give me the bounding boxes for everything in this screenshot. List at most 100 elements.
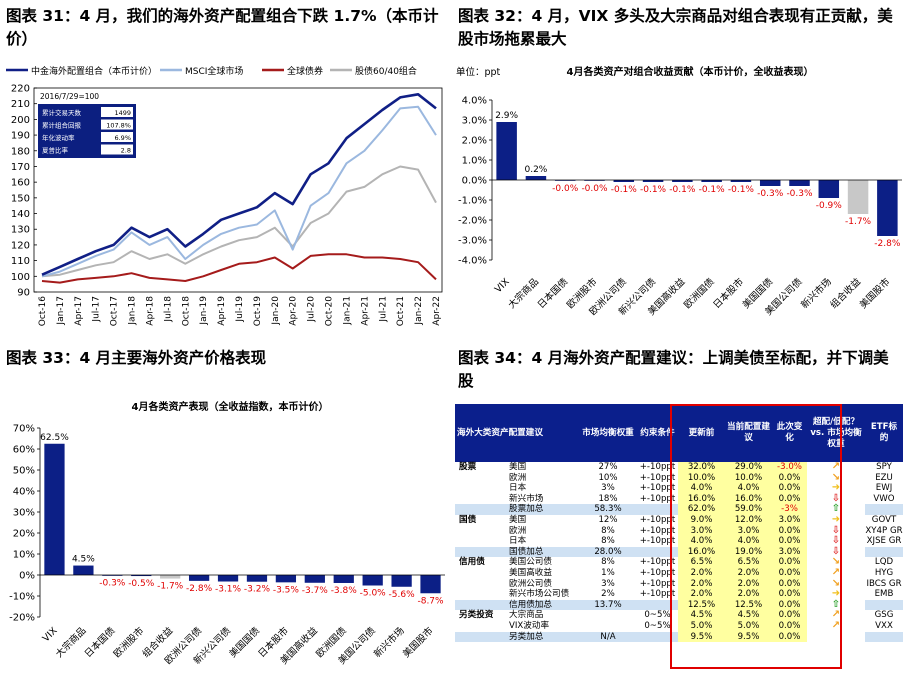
cell-etf: HYG — [874, 567, 894, 578]
category-label: 新兴市场 — [371, 625, 406, 660]
cell-weight: 10% — [598, 472, 618, 483]
chart-title: 4月各类资产表现（全收益指数，本币计价） — [132, 400, 329, 413]
cell-etf: GOVT — [871, 514, 897, 525]
cell-change: 0.0% — [772, 620, 807, 632]
chart-31-heading: 图表 31：4 月，我们的海外资产配置组合下跌 1.7%（本币计价） — [6, 7, 439, 48]
cell-arrow: ↗ — [831, 619, 841, 631]
cell-before: 4.5% — [678, 610, 725, 621]
series-line-0 — [41, 92, 437, 276]
cell-before: 5.0% — [678, 620, 725, 632]
cell-change: 3.0% — [772, 514, 807, 526]
legend-label: 全球债券 — [287, 65, 323, 77]
y-tick-label: 130 — [11, 225, 30, 236]
cell-etf: EMB — [874, 589, 894, 600]
cell-category: 信用债 — [459, 557, 485, 568]
y-tick-label: 2.0% — [462, 136, 487, 147]
cell-constraint: 0~5% — [644, 610, 671, 621]
cell-constraint: +-10ppt — [639, 493, 676, 504]
cell-current: 12.0% — [725, 514, 772, 526]
bar — [420, 575, 441, 594]
table-row: 信用债 美国公司债 8% +-10ppt 6.5% 6.5% 0.0% ↘ LQD — [455, 557, 903, 568]
chart-32-bar: 单位：ppt 4月各类资产对组合收益贡献（本币计价，全收益表现） 4.0% 3.0% 2… — [456, 65, 902, 318]
cell-before: 12.5% — [678, 599, 725, 611]
header-current: 当前配置建议 — [725, 404, 772, 462]
data-label: -0.0% — [552, 184, 579, 194]
cell-category — [455, 579, 505, 590]
legend-label: 股债60/40组合 — [355, 65, 417, 77]
cell-asset: 美国公司债 — [509, 557, 552, 568]
data-label: -0.3% — [99, 579, 126, 589]
y-tick-label: 140 — [11, 209, 30, 220]
table-subtotal-row: 另类加总 N/A 9.5% 9.5% 0.0% — [455, 631, 903, 643]
cell-constraint — [637, 504, 678, 515]
bar — [525, 176, 547, 180]
cell-arrow: ⇩ — [831, 492, 841, 504]
bar — [275, 575, 297, 583]
cell-category — [455, 621, 505, 632]
y-tick-label: 120 — [11, 240, 30, 251]
bar — [642, 180, 664, 182]
bar — [217, 575, 239, 582]
chart-32-heading: 图表 32：4 月，VIX 多头及大宗商品对组合表现有正贡献，美股市场拖累最大 — [458, 7, 893, 48]
data-label: -3.7% — [302, 586, 329, 596]
cell-current: 4.0% — [725, 483, 772, 494]
cell-etf: EWJ — [875, 483, 893, 494]
data-label: 0.2% — [524, 165, 547, 175]
cell-change: 0.0% — [772, 599, 807, 611]
x-tick-label: Apr-20 — [289, 296, 299, 326]
data-label: -0.5% — [128, 579, 155, 589]
header-change: 此次变化 — [772, 404, 807, 462]
y-tick-label: 170 — [11, 162, 30, 173]
stats-value: 107.8% — [106, 122, 131, 130]
y-tick-label: 90 — [17, 288, 30, 299]
cell-before: 16.0% — [678, 546, 725, 558]
cell-change: 0.0% — [772, 589, 807, 600]
table-row: 国债 美国 12% +-10ppt 9.0% 12.0% 3.0% ➜ GOVT — [455, 513, 903, 526]
allocation-table-wrap: 海外大类资产配置建议 市场均衡权重 约束条件 更新前 当前配置建议 此次变化 超… — [455, 404, 903, 669]
x-tick-label: Jul-18 — [163, 296, 173, 323]
cell-before: 3.0% — [678, 525, 725, 537]
cell-constraint: +-10ppt — [639, 483, 676, 494]
cell-asset: 欧洲公司债 — [509, 578, 552, 589]
category-label: 日本国债 — [82, 624, 118, 660]
y-tick-label: 20% — [13, 529, 35, 540]
bar — [391, 575, 412, 587]
y-tick-label: 100 — [11, 272, 30, 283]
category-label: 美国股市 — [400, 624, 436, 660]
cell-change: 0.0% — [772, 631, 807, 643]
cell-category — [455, 483, 505, 494]
table-row: 另类投资 大宗商品 0~5% 4.5% 4.5% 0.0% ↗ GSG — [455, 610, 903, 621]
y-tick-label: 70% — [13, 424, 35, 435]
cell-before: 10.0% — [678, 472, 725, 484]
cell-current: 3.0% — [725, 525, 772, 537]
cell-change: 0.0% — [772, 493, 807, 505]
cell-arrow: ➜ — [831, 513, 841, 525]
plot-frame — [33, 87, 443, 293]
cell-constraint — [637, 546, 678, 558]
cell-arrow: ⇧ — [831, 503, 841, 515]
data-label: -2.8% — [186, 584, 213, 594]
cell-constraint: +-10ppt — [639, 462, 676, 472]
bar — [362, 575, 383, 586]
cell-weight: 28.0% — [579, 546, 637, 558]
cell-category: 另类投资 — [459, 610, 494, 621]
bar — [730, 180, 752, 182]
cell-asset: 美国高收益 — [509, 567, 552, 578]
cell-current: 2.0% — [725, 567, 772, 579]
bar — [44, 443, 65, 575]
category-label: 大宗商品 — [53, 625, 88, 660]
series-line-2 — [41, 253, 437, 284]
data-label: -2.8% — [874, 239, 901, 249]
stats-value: 6.9% — [114, 134, 131, 142]
x-tick-label: Apr-17 — [74, 296, 84, 326]
bar — [759, 180, 781, 186]
stats-label: 年化波动率 — [42, 133, 75, 142]
cell-change: 0.0% — [772, 557, 807, 568]
cell-current: 2.0% — [725, 589, 772, 600]
chart-title: 4月各类资产对组合收益贡献（本币计价，全收益表现） — [567, 65, 814, 78]
cell-before: 2.0% — [678, 567, 725, 579]
cell-change: -3.0% — [772, 462, 807, 473]
cell-before: 2.0% — [678, 589, 725, 600]
category-label: 欧洲股市 — [111, 624, 147, 660]
cell-change: 0.0% — [772, 525, 807, 537]
